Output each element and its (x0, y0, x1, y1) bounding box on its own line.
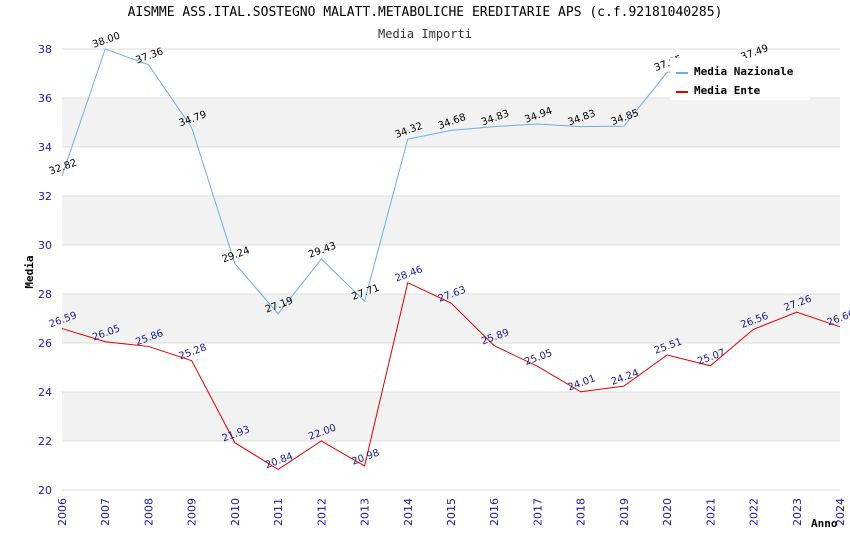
series-line-ente (61, 282, 841, 471)
grid-band (62, 343, 840, 392)
x-tick-label: 2017 (531, 498, 544, 526)
y-tick-label: 26 (38, 337, 52, 350)
grid-band (62, 147, 840, 196)
y-tick-label: 20 (38, 484, 52, 497)
legend-label-naz: Media Nazionale (694, 65, 794, 78)
series-lines (61, 48, 841, 471)
x-tick-label: 2016 (488, 498, 501, 526)
y-tick-label: 28 (38, 288, 52, 301)
x-tick-label: 2020 (661, 498, 674, 526)
x-tick-label: 2022 (748, 498, 761, 526)
y-tick-label: 38 (38, 43, 52, 56)
grid-band (62, 196, 840, 245)
grid-lines (62, 48, 840, 491)
y-tick-label: 36 (38, 92, 52, 105)
grid-band (62, 294, 840, 343)
grid-band (62, 98, 840, 147)
x-tick-label: 2013 (359, 498, 372, 526)
x-tick-label: 2009 (186, 498, 199, 526)
chart-title: AISMME ASS.ITAL.SOSTEGNO MALATT.METABOLI… (127, 5, 723, 20)
chart-subtitle: Media Importi (378, 27, 472, 41)
y-axis-label: Media (23, 255, 36, 288)
x-axis-ticks: 2006 2007 2008 2009 2010 2011 2012 2013 2014 2015… (56, 498, 847, 526)
y-tick-label: 22 (38, 435, 52, 448)
x-tick-label: 2008 (142, 498, 155, 526)
legend-label-ente: Media Ente (694, 84, 761, 97)
y-tick-label: 30 (38, 239, 52, 252)
grid-band (62, 392, 840, 441)
grid-band (62, 245, 840, 294)
x-tick-label: 2019 (618, 498, 631, 526)
x-tick-label: 2010 (229, 498, 242, 526)
x-tick-label: 2006 (56, 498, 69, 526)
data-label-nazionale: 38.00 (91, 31, 122, 51)
x-tick-label: 2007 (99, 498, 112, 526)
x-tick-label: 2018 (575, 498, 588, 526)
legend-box (670, 58, 810, 100)
x-tick-label: 2012 (315, 498, 328, 526)
series-line-nazionale (61, 48, 754, 315)
legend: Media Nazionale Media Ente (670, 58, 810, 100)
grid-bands (62, 49, 840, 490)
y-tick-label: 34 (38, 141, 52, 154)
x-tick-label: 2024 (834, 498, 847, 526)
x-tick-label: 2011 (272, 498, 285, 526)
x-tick-label: 2023 (791, 498, 804, 526)
x-tick-label: 2021 (704, 498, 717, 526)
grid-band (62, 441, 840, 490)
x-tick-label: 2014 (402, 498, 415, 526)
y-tick-label: 32 (38, 190, 52, 203)
x-axis-label: Anno (811, 517, 838, 530)
x-tick-label: 2015 (445, 498, 458, 526)
y-axis-ticks: 20 22 24 26 28 30 32 34 36 38 (38, 43, 52, 497)
y-tick-label: 24 (38, 386, 52, 399)
